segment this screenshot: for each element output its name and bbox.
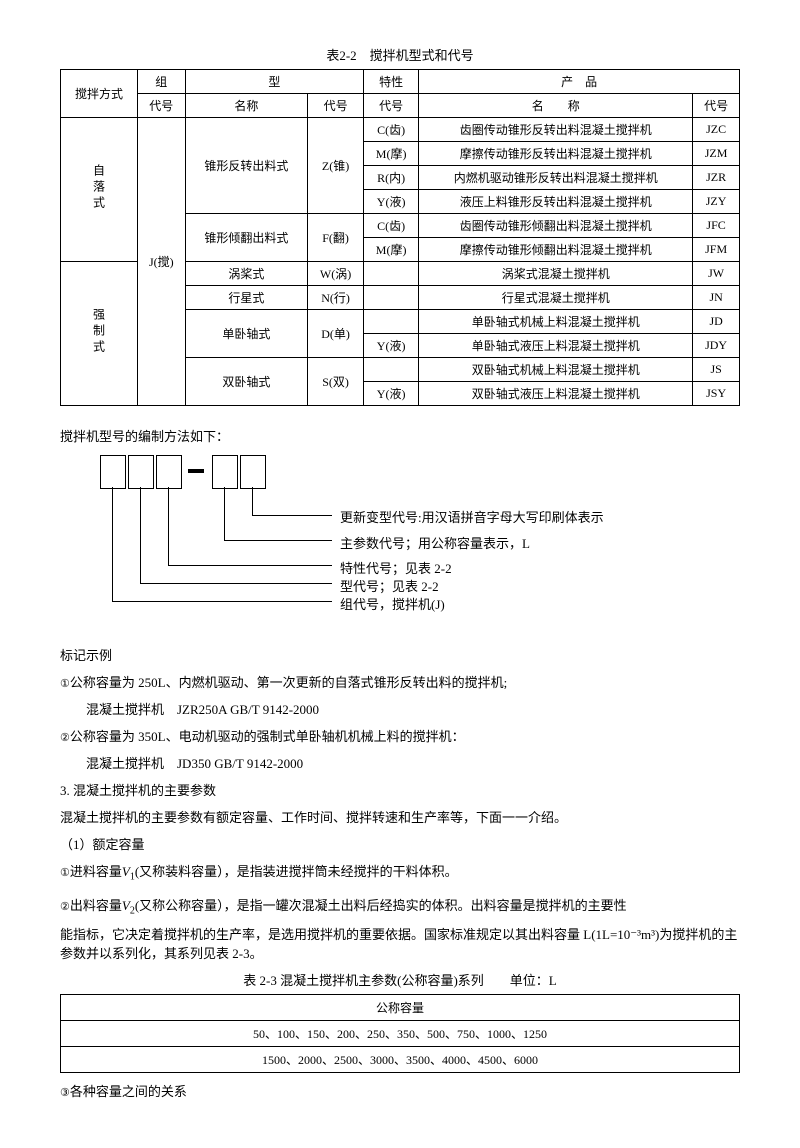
cell-type-xingxing: 行星式: [185, 286, 308, 310]
th-code: 代号: [364, 94, 419, 118]
cell-code-jzr: JZR: [693, 166, 740, 190]
diagram-label-2: 主参数代号；用公称容量表示，L: [340, 533, 530, 552]
cell-typecode-z: Z(锥): [308, 118, 364, 214]
cell-type-wojiang: 涡桨式: [185, 262, 308, 286]
cell-char-blank: [364, 358, 419, 382]
cell-code-jsy: JSY: [693, 382, 740, 406]
cell-code-jdy: JDY: [693, 334, 740, 358]
example-2b: 混凝土搅拌机 JD350 GB/T 9142-2000: [60, 753, 740, 772]
cell-qiangzhi: 强制式: [91, 308, 108, 356]
th-code: 代号: [308, 94, 364, 118]
th-code: 代号: [138, 94, 186, 118]
cell-code-jw: JW: [693, 262, 740, 286]
cell-prod-jsy: 双卧轴式液压上料混凝土搅拌机: [419, 382, 693, 406]
cell-char-y: Y(液): [364, 190, 419, 214]
examples-heading: 标记示例: [60, 645, 740, 664]
cell-prod-jw: 涡桨式混凝土搅拌机: [419, 262, 693, 286]
section3-title: 3. 混凝土搅拌机的主要参数: [60, 780, 740, 799]
cell-char-m: M(摩): [364, 238, 419, 262]
cell-prod-jzr: 内燃机驱动锥形反转出料混凝土搅拌机: [419, 166, 693, 190]
example-1a: ①公称容量为 250L、内燃机驱动、第一次更新的自落式锥形反转出料的搅拌机;: [60, 672, 740, 691]
cell-prod-jzc: 齿圈传动锥形反转出料混凝土搅拌机: [419, 118, 693, 142]
cell-typecode-f: F(翻): [308, 214, 364, 262]
th-group: 组: [138, 70, 186, 94]
cell-type-zhuifan: 锥形反转出料式: [185, 118, 308, 214]
section3-sub1: （1）额定容量: [60, 834, 740, 853]
cell-char-c: C(齿): [364, 118, 419, 142]
cell-type-zhuiqing: 锥形倾翻出料式: [185, 214, 308, 262]
section3-intro: 混凝土搅拌机的主要参数有额定容量、工作时间、搅拌转速和生产率等，下面一一介绍。: [60, 807, 740, 826]
th-type: 型: [185, 70, 363, 94]
table-2-3: 公称容量 50、100、150、200、250、350、500、750、1000…: [60, 994, 740, 1073]
cell-char-m: M(摩): [364, 142, 419, 166]
cell-prod-jfm: 摩擦传动锥形倾翻出料混凝土搅拌机: [419, 238, 693, 262]
table-2-2: 搅拌方式 组 型 特性 产 品 代号 名称 代号 代号 名 称 代号 自落式 J…: [60, 69, 740, 406]
cell-typecode-n: N(行): [308, 286, 364, 310]
cell-prod-jn: 行星式混凝土搅拌机: [419, 286, 693, 310]
th-char: 特性: [364, 70, 419, 94]
table2-header: 公称容量: [61, 995, 740, 1021]
cell-char-y: Y(液): [364, 382, 419, 406]
section3-p1: ①进料容量V1(又称装料容量），是指装进搅拌筒未经搅拌的干料体积。: [60, 861, 740, 883]
cell-code-jzc: JZC: [693, 118, 740, 142]
diagram-label-5: 组代号，搅拌机(J): [340, 594, 445, 613]
cell-char-r: R(内): [364, 166, 419, 190]
cell-type-shuangwo: 双卧轴式: [185, 358, 308, 406]
section3-p3: 能指标，它决定着搅拌机的生产率，是选用搅拌机的重要依据。国家标准规定以其出料容量…: [60, 924, 740, 962]
diagram-label-4: 型代号；见表 2-2: [340, 576, 439, 595]
cell-prod-jzm: 摩擦传动锥形反转出料混凝土搅拌机: [419, 142, 693, 166]
cell-code-js: JS: [693, 358, 740, 382]
cell-code-jzm: JZM: [693, 142, 740, 166]
cell-typecode-s: S(双): [308, 358, 364, 406]
cell-prod-jfc: 齿圈传动锥形倾翻出料混凝土搅拌机: [419, 214, 693, 238]
cell-type-danwo: 单卧轴式: [185, 310, 308, 358]
cell-group-code: J(搅): [138, 118, 186, 406]
diagram-label-1: 更新变型代号:用汉语拼音字母大写印刷体表示: [340, 507, 604, 526]
diagram-intro: 搅拌机型号的编制方法如下：: [60, 426, 740, 445]
cell-code-jn: JN: [693, 286, 740, 310]
final-line: ③各种容量之间的关系: [60, 1081, 740, 1100]
cell-typecode-d: D(单): [308, 310, 364, 358]
diagram-label-3: 特性代号；见表 2-2: [340, 558, 452, 577]
th-code: 代号: [693, 94, 740, 118]
cell-char-blank: [364, 262, 419, 286]
cell-prod-jzy: 液压上料锥形反转出料混凝土搅拌机: [419, 190, 693, 214]
cell-code-jfm: JFM: [693, 238, 740, 262]
model-number-diagram: 更新变型代号:用汉语拼音字母大写印刷体表示 主参数代号；用公称容量表示，L 特性…: [100, 455, 740, 635]
section3-p2: ②出料容量V2(又称公称容量），是指一罐次混凝土出料后经捣实的体积。出料容量是搅…: [60, 895, 740, 917]
cell-ziluo: 自落式: [91, 164, 108, 212]
cell-char-blank: [364, 310, 419, 334]
th-name: 名称: [185, 94, 308, 118]
th-mix-method: 搅拌方式: [61, 70, 138, 118]
table1-title: 表2-2 搅拌机型式和代号: [60, 45, 740, 64]
example-1b: 混凝土搅拌机 JZR250A GB/T 9142-2000: [60, 699, 740, 718]
table2-row2: 1500、2000、2500、3000、3500、4000、4500、6000: [61, 1047, 740, 1073]
cell-typecode-w: W(涡): [308, 262, 364, 286]
cell-code-jd: JD: [693, 310, 740, 334]
cell-char-y: Y(液): [364, 334, 419, 358]
table2-row1: 50、100、150、200、250、350、500、750、1000、1250: [61, 1021, 740, 1047]
cell-prod-js: 双卧轴式机械上料混凝土搅拌机: [419, 358, 693, 382]
th-name-spaced: 名 称: [419, 94, 693, 118]
example-2a: ②公称容量为 350L、电动机驱动的强制式单卧轴机机械上料的搅拌机：: [60, 726, 740, 745]
cell-code-jfc: JFC: [693, 214, 740, 238]
th-product: 产 品: [419, 70, 740, 94]
cell-prod-jdy: 单卧轴式液压上料混凝土搅拌机: [419, 334, 693, 358]
cell-prod-jd: 单卧轴式机械上料混凝土搅拌机: [419, 310, 693, 334]
cell-char-c: C(齿): [364, 214, 419, 238]
cell-char-blank: [364, 286, 419, 310]
cell-code-jzy: JZY: [693, 190, 740, 214]
table2-title: 表 2-3 混凝土搅拌机主参数(公称容量)系列 单位：L: [60, 970, 740, 989]
